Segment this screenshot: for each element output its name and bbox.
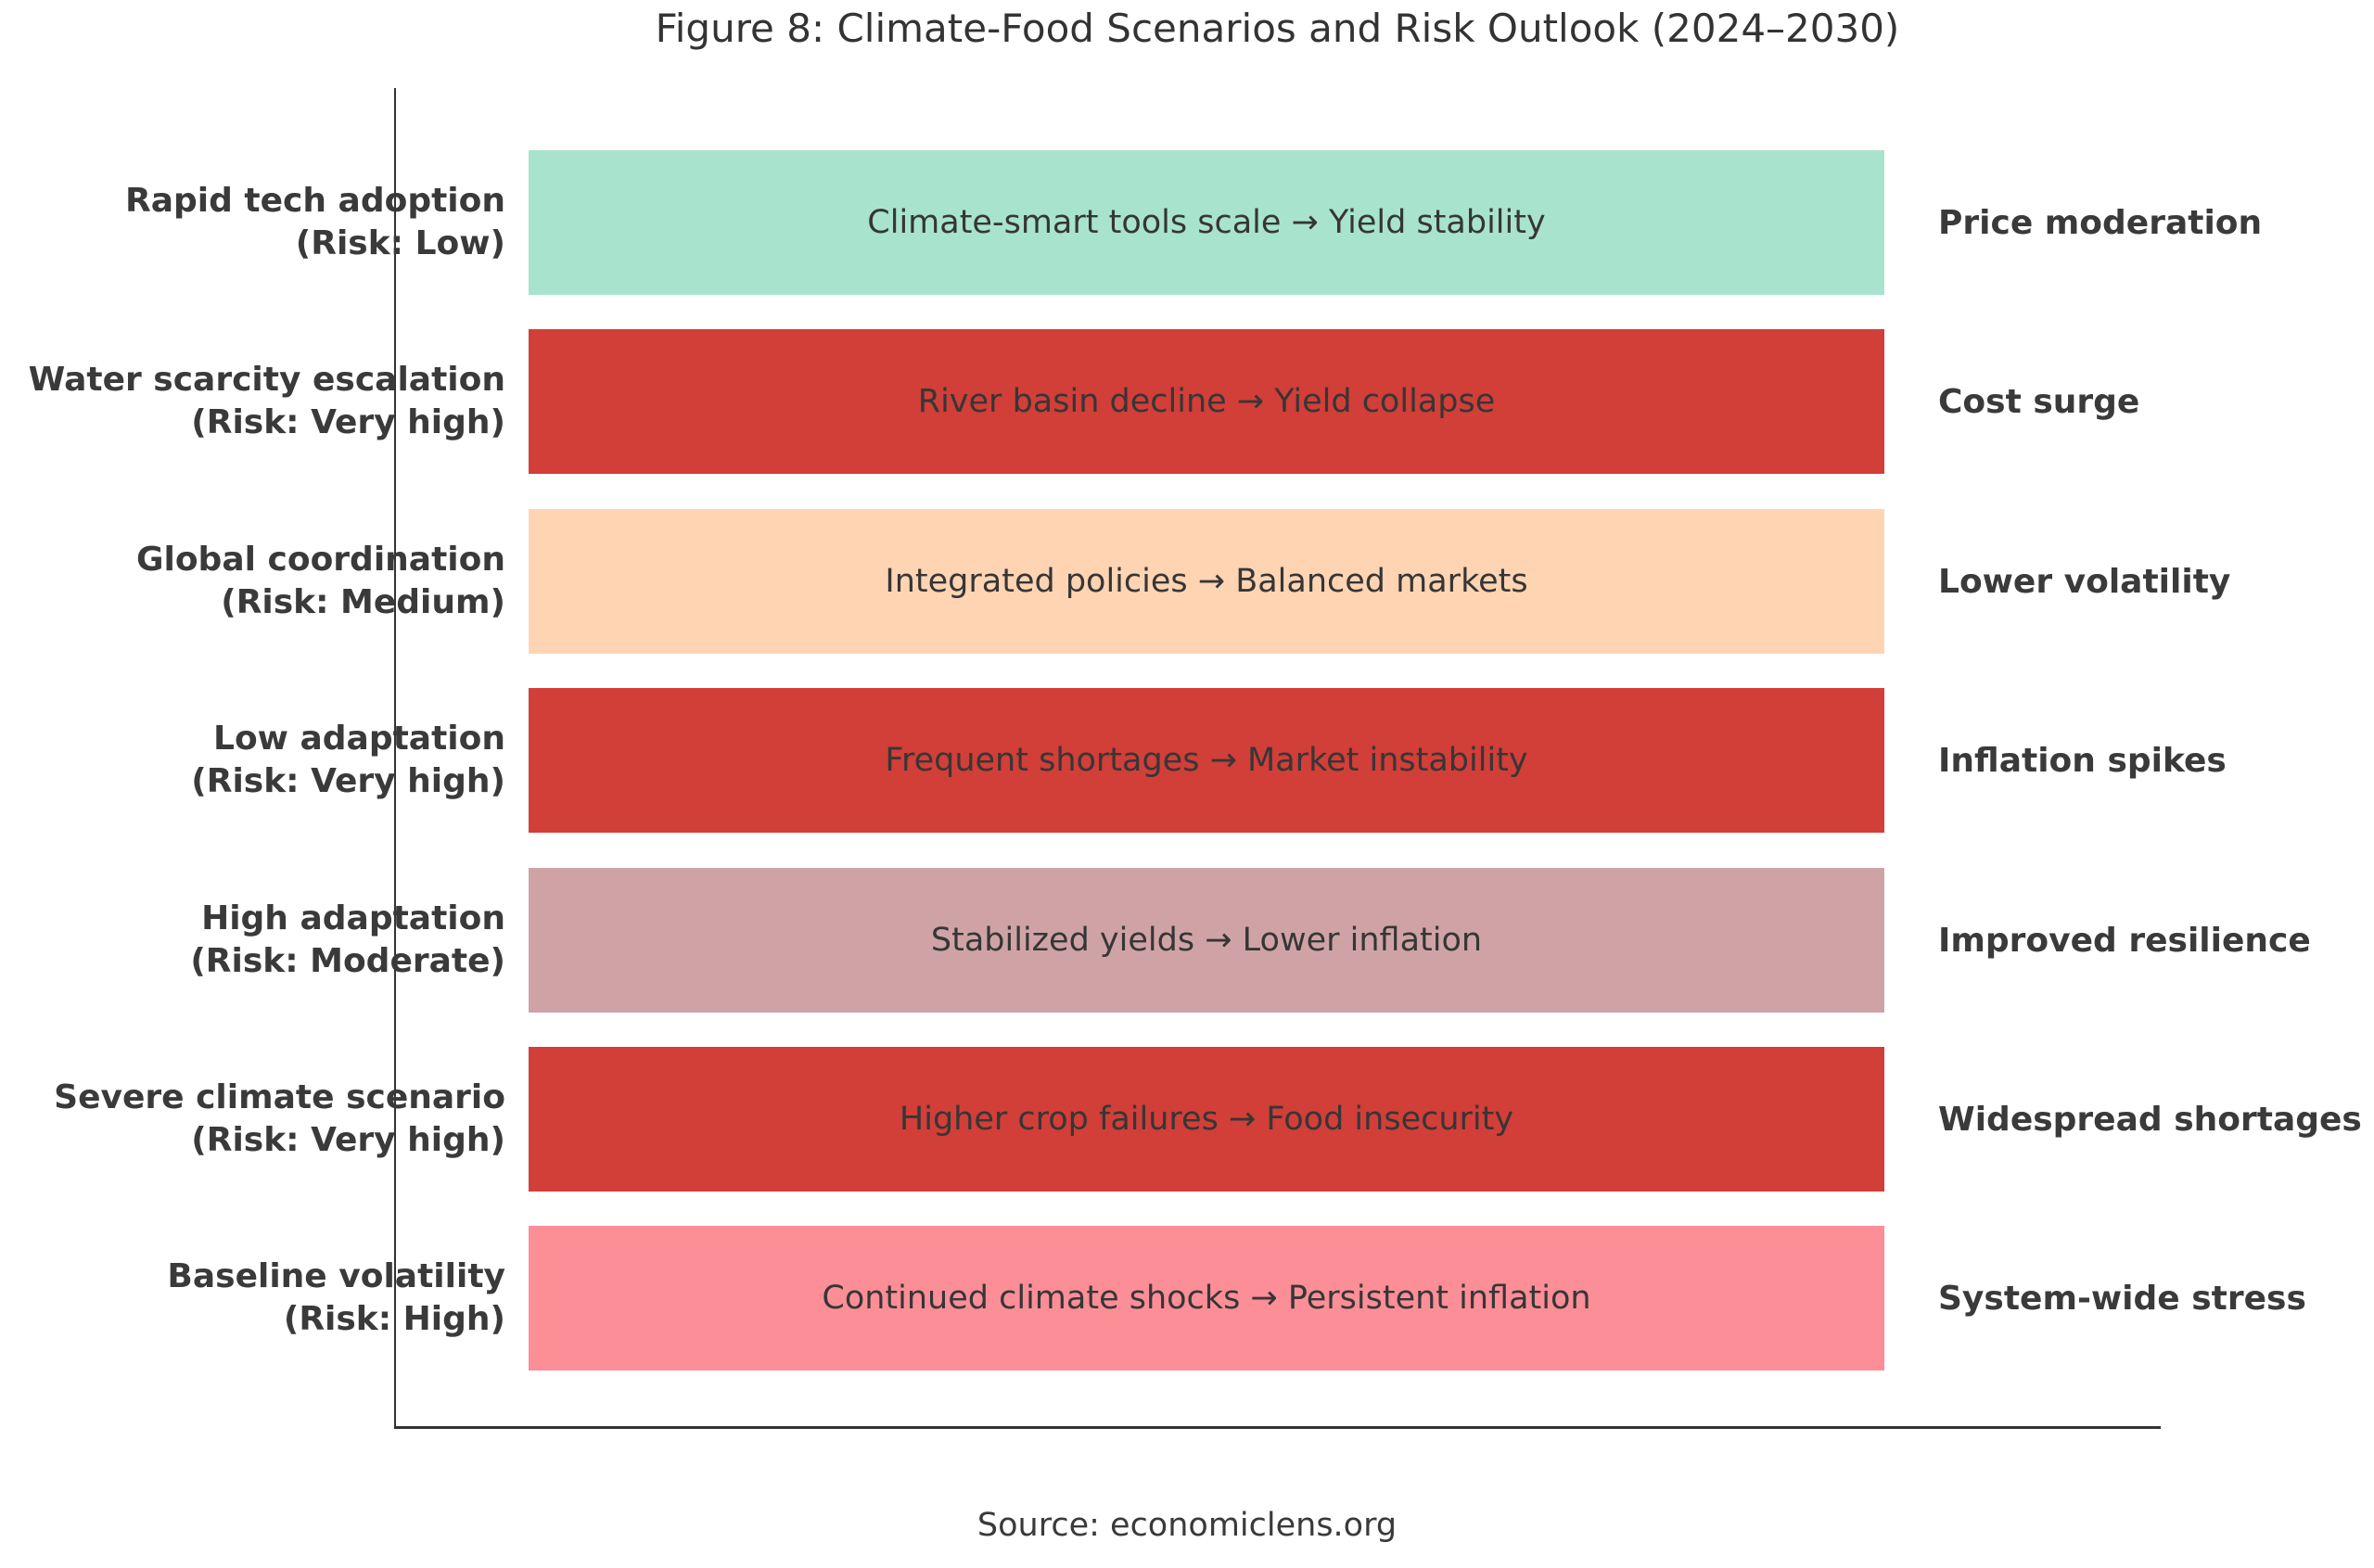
bar-pathway-label: Stabilized yields → Lower inflation xyxy=(930,922,1483,959)
scenario-row: High adaptation (Risk: Moderate) Stabili… xyxy=(0,868,2374,1013)
outcome-label: Widespread shortages xyxy=(1938,1100,2362,1139)
scenario-label: Water scarcity escalation (Risk: Very hi… xyxy=(0,329,505,474)
outcome-label: Lower volatility xyxy=(1938,562,2231,601)
scenario-name: Water scarcity escalation xyxy=(28,361,505,399)
scenario-label: High adaptation (Risk: Moderate) xyxy=(0,868,505,1013)
bar-pathway-label: River basin decline → Yield collapse xyxy=(917,383,1496,420)
scenario-label: Severe climate scenario (Risk: Very high… xyxy=(0,1047,505,1192)
figure-title: Figure 8: Climate-Food Scenarios and Ris… xyxy=(655,6,1900,51)
source-note: Source: economiclens.org xyxy=(976,1507,1398,1544)
scenario-bar: Frequent shortages → Market instability xyxy=(529,688,1884,833)
risk-label: (Risk: High) xyxy=(283,1300,505,1338)
outcome-label: Inflation spikes xyxy=(1938,741,2227,780)
scenario-bar: Continued climate shocks → Persistent in… xyxy=(529,1226,1884,1370)
scenario-name: Severe climate scenario xyxy=(54,1078,505,1116)
scenario-label: Low adaptation (Risk: Very high) xyxy=(0,688,505,833)
scenario-bar: Higher crop failures → Food insecurity xyxy=(529,1047,1884,1192)
scenario-name: Low adaptation xyxy=(213,720,505,758)
risk-label: (Risk: Very high) xyxy=(191,403,505,441)
bar-pathway-label: Frequent shortages → Market instability xyxy=(885,742,1528,779)
scenario-label: Global coordination (Risk: Medium) xyxy=(0,509,505,654)
bar-pathway-label: Integrated policies → Balanced markets xyxy=(885,563,1528,600)
risk-label: (Risk: Very high) xyxy=(191,762,505,800)
scenario-bar: River basin decline → Yield collapse xyxy=(529,329,1884,474)
bar-pathway-label: Continued climate shocks → Persistent in… xyxy=(822,1280,1591,1317)
risk-label: (Risk: Moderate) xyxy=(190,942,505,980)
scenario-row: Baseline volatility (Risk: High) Continu… xyxy=(0,1226,2374,1370)
bar-pathway-label: Higher crop failures → Food insecurity xyxy=(899,1101,1514,1138)
outcome-label: Improved resilience xyxy=(1938,921,2311,960)
scenario-name: High adaptation xyxy=(201,899,505,937)
scenario-label: Baseline volatility (Risk: High) xyxy=(0,1226,505,1370)
scenario-name: Baseline volatility xyxy=(167,1257,505,1295)
scenario-row: Water scarcity escalation (Risk: Very hi… xyxy=(0,329,2374,474)
bar-pathway-label: Climate-smart tools scale → Yield stabil… xyxy=(867,204,1546,241)
scenario-row: Rapid tech adoption (Risk: Low) Climate-… xyxy=(0,150,2374,295)
risk-label: (Risk: Medium) xyxy=(221,583,505,621)
risk-label: (Risk: Very high) xyxy=(191,1121,505,1159)
outcome-label: Cost surge xyxy=(1938,382,2140,421)
outcome-label: Price moderation xyxy=(1938,203,2263,242)
y-axis-line xyxy=(394,88,396,1428)
scenario-bar: Stabilized yields → Lower inflation xyxy=(529,868,1884,1013)
scenario-label: Rapid tech adoption (Risk: Low) xyxy=(0,150,505,295)
scenario-row: Severe climate scenario (Risk: Very high… xyxy=(0,1047,2374,1192)
scenario-name: Rapid tech adoption xyxy=(124,182,505,220)
scenario-name: Global coordination xyxy=(135,541,505,579)
scenario-bar: Climate-smart tools scale → Yield stabil… xyxy=(529,150,1884,295)
scenario-row: Low adaptation (Risk: Very high) Frequen… xyxy=(0,688,2374,833)
outcome-label: System-wide stress xyxy=(1938,1279,2306,1318)
scenario-bar: Integrated policies → Balanced markets xyxy=(529,509,1884,654)
risk-label: (Risk: Low) xyxy=(295,224,505,262)
scenario-row: Global coordination (Risk: Medium) Integ… xyxy=(0,509,2374,654)
x-axis-line xyxy=(394,1426,2161,1429)
